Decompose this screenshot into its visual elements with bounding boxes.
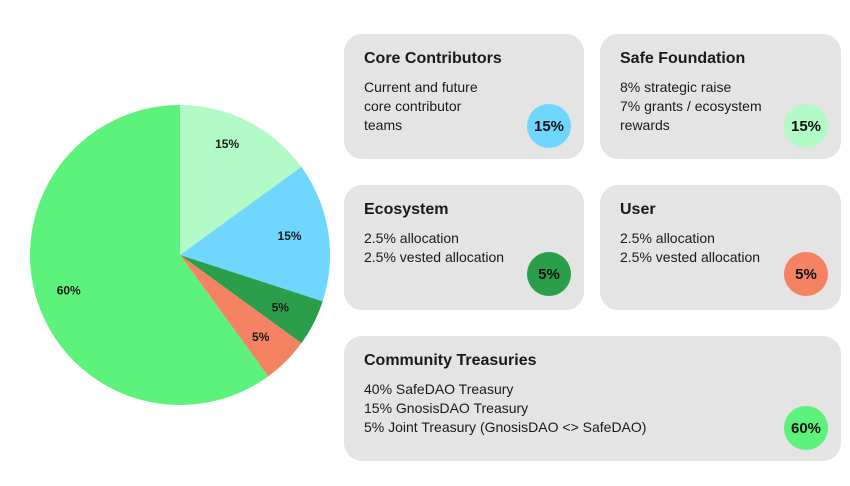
pie-slice [180,255,302,377]
card-title: Community Treasuries [364,352,537,369]
card-description: 2.5% allocation 2.5% vested allocation [364,229,564,267]
card-line: 15% GnosisDAO Treasury [364,400,529,416]
card-description: 2.5% allocation 2.5% vested allocation [620,229,821,267]
card-core-contributors: Core Contributors Current and future cor… [344,34,584,159]
pie-slice-label: 15% [278,229,302,243]
pie-slice [180,166,331,302]
card-user: User 2.5% allocation 2.5% vested allocat… [600,185,841,310]
card-community-treasuries: Community Treasuries 40% SafeDAO Treasur… [344,336,841,461]
card-title: User [620,201,656,218]
pie-slice-label: 15% [215,137,239,151]
card-line: 2.5% vested allocation [364,249,505,265]
pie-slice-label: 5% [272,300,290,314]
percent-badge: 15% [527,104,571,148]
card-line: 7% grants / ecosystem [620,98,762,114]
pie-slice-label: 5% [252,330,270,344]
card-line: core contributor [364,98,462,114]
card-title: Core Contributors [364,50,502,67]
card-line: 2.5% vested allocation [620,249,761,265]
card-safe-foundation: Safe Foundation 8% strategic raise 7% gr… [600,34,841,159]
card-ecosystem: Ecosystem 2.5% allocation 2.5% vested al… [344,185,584,310]
card-description: 40% SafeDAO Treasury 15% GnosisDAO Treas… [364,380,821,437]
pie-slice [180,255,323,344]
percent-badge: 15% [784,104,828,148]
card-line: rewards [620,117,670,133]
percent-badge: 60% [784,406,828,450]
card-line: 40% SafeDAO Treasury [364,381,514,397]
card-line: 2.5% allocation [620,230,715,246]
percent-badge: 5% [784,252,828,296]
card-title: Safe Foundation [620,50,746,67]
card-description: Current and future core contributor team… [364,78,564,135]
card-line: 2.5% allocation [364,230,459,246]
pie-chart: 15% 15% 5% 5% 60% [29,105,331,405]
pie-slice-label: 60% [57,283,81,297]
pie-slice [29,105,269,405]
card-line: teams [364,117,403,133]
card-line: 8% strategic raise [620,79,732,95]
card-description: 8% strategic raise 7% grants / ecosystem… [620,78,821,135]
pie-slice [180,105,302,255]
card-line: Current and future [364,79,478,95]
card-title: Ecosystem [364,201,449,218]
percent-badge: 5% [527,252,571,296]
card-line: 5% Joint Treasury (GnosisDAO <> SafeDAO) [364,419,647,435]
